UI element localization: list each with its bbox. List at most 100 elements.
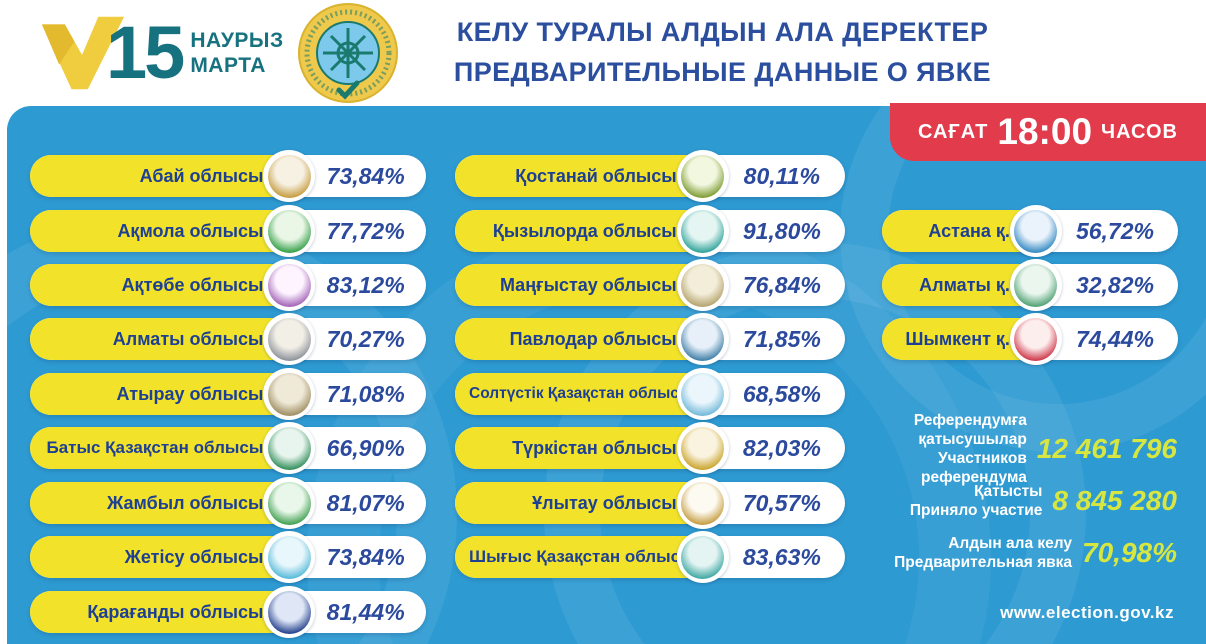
central-commission-seal-icon: [298, 3, 398, 103]
summary-label-ru: Участников референдума: [921, 450, 1027, 486]
turnout-value: 71,85%: [742, 326, 821, 352]
turnout-value: 73,84%: [326, 163, 405, 189]
region-row: Жамбыл облысы 81,07%: [30, 477, 426, 529]
region-name-plate: Маңғыстау облысы: [455, 264, 715, 306]
region-label: Атырау облысы: [116, 384, 264, 404]
region-name-plate: Қызылорда облысы: [455, 210, 715, 252]
emblem-disc: [267, 263, 311, 307]
region-label: Павлодар облысы: [509, 329, 677, 349]
turnout-value: 82,03%: [742, 435, 821, 461]
time-suffix: ЧАСОВ: [1101, 120, 1178, 143]
summary-row-participants: Референдумға қатысушылар Участников рефе…: [845, 412, 1177, 486]
region-row: Солтүстік Қазақстан облысы 68,58%: [455, 368, 845, 420]
region-row: Алматы қ. 32,82%: [882, 259, 1178, 311]
region-row: Атырау облысы 71,08%: [30, 368, 426, 420]
region-row: Астана қ. 56,72%: [882, 205, 1178, 257]
summary-value: 8 845 280: [1052, 485, 1177, 516]
brand-number: 15: [106, 11, 185, 94]
summary-label-ru: Приняло участие: [909, 502, 1043, 519]
emblem-aqtobe-icon: [263, 259, 316, 311]
time-value: 18:00: [997, 111, 1093, 152]
time-prefix: САҒАТ: [918, 120, 989, 143]
region-label: Ақмола облысы: [117, 221, 264, 241]
brand-month: НАУРЫЗ МАРТА: [190, 28, 283, 78]
brand-logo: 15 НАУРЫЗ МАРТА: [40, 12, 284, 94]
emblem-disc: [267, 317, 311, 361]
region-name-plate: Қостанай облысы: [455, 155, 715, 197]
region-name-plate: Ақмола облысы: [30, 210, 302, 252]
emblem-disc: [267, 590, 311, 634]
page-title: КЕЛУ ТУРАЛЫ АЛДЫН АЛА ДЕРЕКТЕР ПРЕДВАРИТ…: [450, 12, 995, 92]
emblem-kyzylorda-icon: [676, 205, 729, 257]
region-label: Алматы қ.: [919, 275, 1010, 295]
region-name-plate: Алматы облысы: [30, 318, 302, 360]
region-row: Абай облысы 73,84%: [30, 150, 426, 202]
region-name-plate: Абай облысы: [30, 155, 302, 197]
region-row: Павлодар облысы 71,85%: [455, 313, 845, 365]
emblem-disc: [267, 209, 311, 253]
turnout-value: 73,84%: [326, 544, 405, 570]
region-label: Батыс Қазақстан облысы: [46, 438, 264, 457]
checkmark-ribbon-icon: [41, 16, 125, 90]
turnout-value: 83,63%: [742, 544, 821, 570]
turnout-value: 80,11%: [743, 163, 820, 189]
region-label: Солтүстік Қазақстан облысы: [469, 385, 677, 402]
region-name-plate: Жамбыл облысы: [30, 482, 302, 524]
turnout-value: 74,44%: [1075, 326, 1154, 352]
emblem-almaty-region-icon: [263, 313, 316, 365]
page-title-ru: ПРЕДВАРИТЕЛЬНЫЕ ДАННЫЕ О ЯВКЕ: [453, 57, 992, 87]
turnout-value: 70,57%: [742, 490, 821, 516]
region-label: Ақтөбе облысы: [121, 275, 264, 295]
region-row: Қарағанды облысы 81,44%: [30, 586, 426, 638]
region-row: Алматы облысы 70,27%: [30, 313, 426, 365]
region-label: Қызылорда облысы: [492, 221, 677, 241]
summary-label-kk: Референдумға қатысушылар: [913, 412, 1027, 448]
emblem-atyrau-icon: [263, 368, 316, 420]
turnout-value: 32,82%: [1075, 272, 1154, 298]
region-name-plate: Ақтөбе облысы: [30, 264, 302, 306]
region-name-plate: Ұлытау облысы: [455, 482, 715, 524]
emblem-disc: [681, 535, 725, 579]
emblem-disc: [681, 426, 725, 470]
region-row: Ақтөбе облысы 83,12%: [30, 259, 426, 311]
summary-value: 12 461 796: [1036, 433, 1177, 464]
region-label: Астана қ.: [928, 221, 1010, 241]
turnout-value: 66,90%: [326, 435, 405, 461]
emblem-karaganda-icon: [263, 586, 316, 638]
turnout-value: 71,08%: [326, 381, 405, 407]
turnout-value: 56,72%: [1075, 218, 1154, 244]
emblem-abai-icon: [263, 150, 316, 202]
emblem-disc: [267, 154, 311, 198]
brand-month-kk: НАУРЫЗ: [190, 29, 284, 52]
region-label: Маңғыстау облысы: [499, 275, 677, 295]
emblem-astana-icon: [1009, 205, 1062, 257]
region-label: Шымкент қ.: [905, 329, 1010, 349]
turnout-value: 77,72%: [326, 218, 405, 244]
region-row: Шығыс Қазақстан облысы 83,63%: [455, 531, 845, 583]
region-label: Абай облысы: [139, 166, 264, 186]
region-name-plate: Шығыс Қазақстан облысы: [455, 536, 715, 578]
region-row: Маңғыстау облысы 76,84%: [455, 259, 845, 311]
emblem-disc: [681, 317, 725, 361]
turnout-value: 83,12%: [326, 272, 405, 298]
region-name-plate: Түркістан облысы: [455, 427, 715, 469]
region-label: Қостанай облысы: [515, 166, 677, 186]
emblem-batys-qazaqstan-icon: [263, 422, 316, 474]
summary-row-took-part: Қатысты Приняло участие 8 845 280: [845, 479, 1177, 523]
emblem-disc: [681, 481, 725, 525]
emblem-mangystau-icon: [676, 259, 729, 311]
summary-value: 70,98%: [1082, 537, 1177, 568]
emblem-disc: [267, 535, 311, 579]
emblem-zhambyl-icon: [263, 477, 316, 529]
emblem-disc: [681, 209, 725, 253]
emblem-soltustik-qazaqstan-icon: [676, 368, 729, 420]
region-row: Қызылорда облысы 91,80%: [455, 205, 845, 257]
region-label: Жамбыл облысы: [107, 493, 264, 513]
region-name-plate: Қарағанды облысы: [30, 591, 302, 633]
emblem-disc: [1014, 209, 1058, 253]
summary-row-preliminary-turnout: Алдын ала келу Предварительная явка 70,9…: [845, 531, 1177, 575]
region-row: Шымкент қ. 74,44%: [882, 313, 1178, 365]
turnout-value: 81,07%: [326, 490, 405, 516]
summary-block: Референдумға қатысушылар Участников рефе…: [845, 412, 1177, 583]
region-label: Қарағанды облысы: [87, 602, 264, 622]
